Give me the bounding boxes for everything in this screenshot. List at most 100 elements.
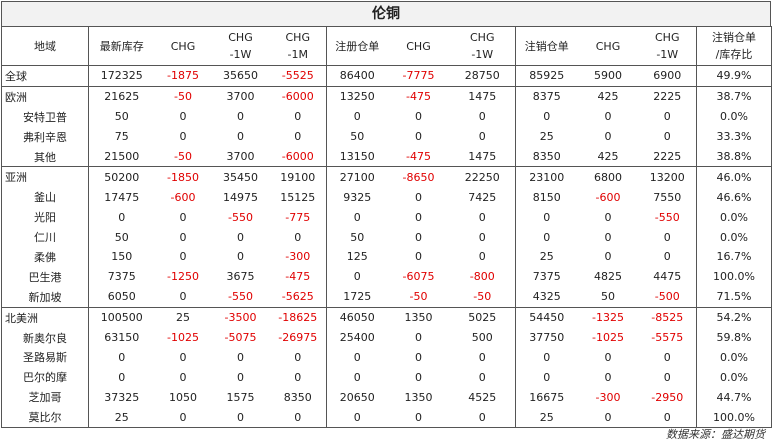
value-cell: 0 [353, 110, 361, 124]
value-cell: 1050 [169, 390, 197, 404]
value-cell: 0 [179, 130, 187, 144]
value-cell: 0 [237, 350, 244, 364]
value-cell: 7375 [532, 270, 561, 284]
inventory-table: 地域 最新库存 CHG CHG -1W CHG -1M 注册仓单 CHG CHG -1W 注销仓… [1, 26, 772, 429]
value-cell: 0 [118, 210, 126, 224]
table-row: 巴尔的摩 0 0 0 0 0 0 0 0 0 0 0.0% [1, 367, 772, 388]
value-cell: 0 [237, 250, 244, 264]
value-cell: -5575 [638, 327, 697, 348]
value-cell: 46.0% [696, 166, 772, 188]
value-cell: 1350 [404, 390, 433, 404]
value-cell: 0 [604, 230, 612, 244]
value-cell: -800 [449, 266, 516, 287]
value-cell: 5025 [449, 306, 516, 328]
value-cell: 0 [415, 370, 422, 384]
value-cell: 0 [326, 407, 388, 429]
value-cell: 4825 [594, 270, 622, 284]
column-header: CHG -1M [269, 26, 327, 66]
value-cell: 3675 [226, 270, 255, 284]
value-cell: 0 [118, 350, 126, 364]
value-cell: -550 [638, 207, 697, 228]
table-row: 弗利辛恩 75 0 0 0 50 0 0 25 0 0 33.3% [1, 126, 772, 147]
value-cell: -1025 [167, 331, 199, 345]
value-cell: -1850 [154, 166, 212, 188]
value-cell: 0 [415, 190, 422, 204]
value-cell: 0 [179, 290, 187, 304]
region-cell: 弗利辛恩 [1, 126, 89, 147]
value-cell: -1025 [592, 331, 624, 345]
value-cell: 50 [350, 130, 365, 144]
value-cell: 35450 [211, 166, 270, 188]
value-cell: 37750 [529, 331, 565, 345]
value-cell: 425 [577, 85, 639, 107]
value-cell: 35650 [211, 65, 270, 87]
column-header: 注销仓单 [515, 26, 578, 66]
value-cell: 125 [346, 250, 368, 264]
value-cell: 19100 [269, 166, 327, 188]
value-cell: 0 [449, 247, 516, 267]
value-cell: 0 [269, 367, 327, 388]
value-cell: 0 [179, 250, 187, 264]
region-cell: 其他 [1, 146, 89, 167]
value-cell: 150 [111, 250, 133, 264]
region-cell: 亚洲 [1, 166, 89, 188]
column-header: CHG -1W [449, 26, 516, 66]
value-cell: 25 [515, 407, 578, 429]
value-cell: 0 [543, 230, 551, 244]
value-cell: 0 [604, 110, 612, 124]
value-cell: -5625 [269, 286, 327, 308]
value-cell: 0 [604, 250, 612, 264]
value-cell: -6000 [269, 146, 327, 167]
value-cell: 0 [543, 110, 551, 124]
value-cell: 46.6% [696, 187, 772, 208]
value-cell: 13150 [339, 150, 375, 163]
region-cell: 芝加哥 [1, 387, 89, 408]
value-cell: -8650 [387, 166, 450, 188]
value-cell: 100500 [88, 306, 155, 328]
value-cell: -50 [174, 150, 192, 163]
region-cell: 圣路易斯 [1, 347, 89, 368]
value-cell: 0 [237, 130, 244, 144]
value-cell: 50 [114, 230, 129, 244]
value-cell: 0 [449, 407, 516, 429]
value-cell: -6075 [402, 270, 435, 284]
value-cell: 0 [269, 347, 327, 368]
value-cell: 0 [577, 407, 639, 429]
value-cell: 38.7% [696, 85, 772, 107]
value-cell: -300 [595, 390, 621, 404]
value-cell: 0 [415, 331, 422, 345]
value-cell: -475 [406, 150, 431, 163]
value-cell: 21500 [104, 150, 140, 163]
value-cell: 0 [449, 126, 516, 147]
value-cell: 5900 [577, 65, 639, 87]
value-cell: 1475 [449, 85, 516, 107]
value-cell: 0 [237, 370, 244, 384]
value-cell: 23100 [515, 166, 578, 188]
value-cell: 22250 [449, 166, 516, 188]
table-row: 芝加哥 37325 1050 1575 8350 20650 1350 4525 16675 -3… [1, 387, 772, 408]
value-cell: 0 [638, 227, 697, 248]
value-cell: 0 [353, 350, 361, 364]
value-cell: 0 [415, 230, 422, 244]
value-cell: 25 [88, 407, 155, 429]
value-cell: 0 [415, 130, 422, 144]
value-cell: 0.0% [696, 347, 772, 368]
table-title: 伦铜 [1, 1, 771, 26]
value-cell: -50 [449, 286, 516, 308]
region-cell: 莫比尔 [1, 407, 89, 429]
table-row: 莫比尔 25 0 0 0 0 0 0 25 0 0 100.0% [1, 407, 772, 429]
value-cell: 16675 [529, 390, 565, 404]
value-cell: 9325 [343, 190, 372, 204]
value-cell: 500 [449, 327, 516, 348]
value-cell: 0 [638, 247, 697, 267]
value-cell: 7375 [107, 270, 136, 284]
value-cell: 33.3% [696, 126, 772, 147]
table-row: 圣路易斯 0 0 0 0 0 0 0 0 0 0 0.0% [1, 347, 772, 368]
table-row: 巴生港 7375 -1250 3675 -475 0 -6075 -800 7375 4825 44… [1, 266, 772, 287]
value-cell: 25 [539, 130, 554, 144]
value-cell: 0 [638, 347, 697, 368]
region-cell: 柔佛 [1, 247, 89, 267]
value-cell: -550 [228, 290, 253, 304]
value-cell: 0 [269, 126, 327, 147]
value-cell: 0 [353, 270, 361, 284]
